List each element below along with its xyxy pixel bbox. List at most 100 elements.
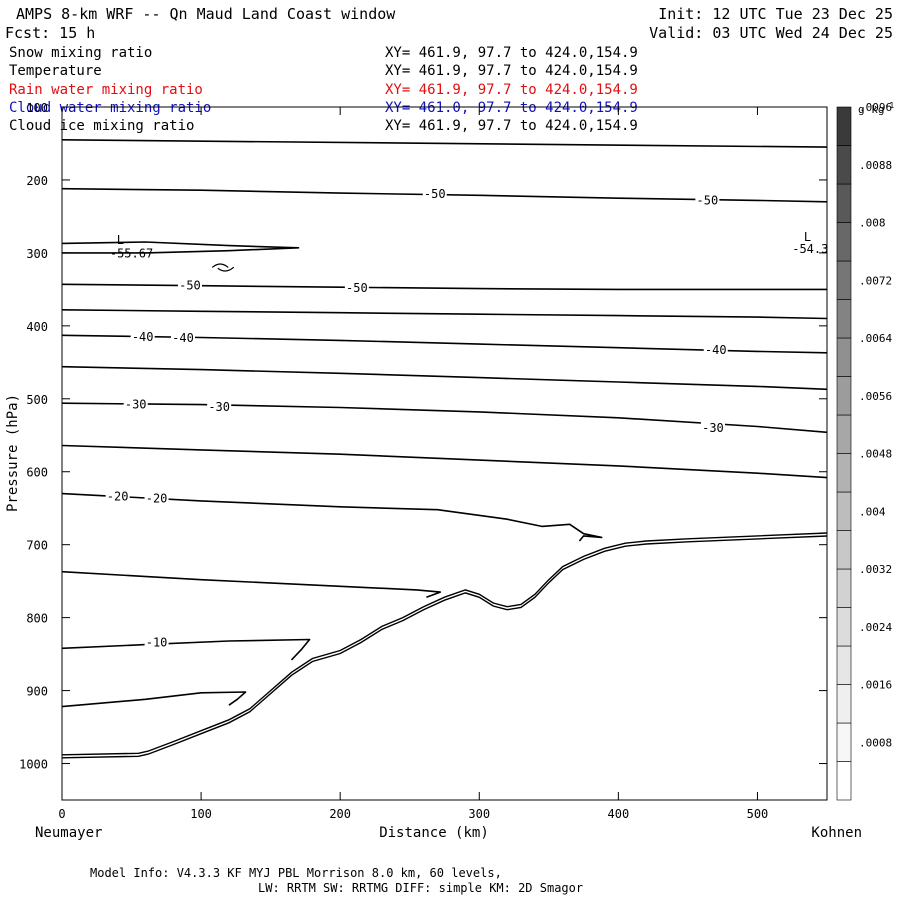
contour-label: -40 — [132, 330, 154, 344]
y-tick-label: 400 — [26, 320, 48, 334]
y-tick-label: 500 — [26, 393, 48, 407]
colorbar-cell — [836, 337, 852, 377]
contour-label-bg — [123, 397, 148, 411]
colorbar-tick-label: .0072 — [859, 274, 892, 287]
min-annotation: L — [804, 230, 811, 244]
y-tick-label: 700 — [26, 539, 48, 553]
y-tick-label: 900 — [26, 685, 48, 699]
colorbar-tick-label: .0024 — [859, 621, 892, 634]
contour-label: -10 — [146, 635, 168, 649]
colorbar-cell — [836, 145, 852, 185]
contour-label: -30 — [702, 421, 724, 435]
field-legend: Snow mixing ratio XY= 461.9, 97.7 to 424… — [9, 45, 638, 134]
contour-label: -30 — [125, 398, 147, 412]
colorbar-cell — [836, 222, 852, 262]
colorbar-cell — [836, 414, 852, 454]
field-rain-name: Rain water mixing ratio — [9, 82, 203, 98]
field-rain-xy: XY= 461.9, 97.7 to 424.0,154.9 — [385, 82, 638, 98]
contour-label-bg — [177, 278, 202, 292]
colorbar-unit-base: g kg — [858, 103, 885, 116]
colorbar-cell — [836, 260, 852, 300]
valid-time: Valid: 03 UTC Wed 24 Dec 25 — [649, 24, 893, 42]
colorbar-cell — [836, 761, 852, 801]
contour-label: -50 — [346, 281, 368, 295]
colorbar-tick-label: .008 — [859, 217, 886, 230]
x-tick-label: 300 — [468, 807, 490, 821]
isotherm-5 — [61, 334, 828, 354]
right-station-label: Kohnen — [811, 825, 862, 841]
isotherm-10 — [61, 570, 442, 598]
circulation-mark — [211, 263, 235, 272]
contour-label: -20 — [146, 492, 168, 506]
contour-label: -40 — [172, 331, 194, 345]
isotherm-2 — [61, 241, 300, 254]
isotherm-7 — [61, 402, 828, 434]
field-cloudwater-name: Cloud water mixing ratio — [9, 100, 211, 116]
contour-label: -40 — [705, 343, 727, 357]
min-annotation: L — [117, 233, 124, 247]
colorbar-cell — [836, 376, 852, 416]
contour-label-bg — [695, 193, 720, 207]
contour-label: -50 — [424, 187, 446, 201]
y-tick-label: 800 — [26, 612, 48, 626]
colorbar-cell — [836, 607, 852, 647]
model-info-line2: LW: RRTM SW: RRTMG DIFF: simple KM: 2D S… — [258, 881, 583, 895]
isotherm-1 — [61, 187, 828, 203]
field-cloudwater-xy: XY= 461.0, 97.7 to 424.0,154.9 — [385, 100, 638, 116]
plot-frame — [61, 106, 828, 801]
contour-label-bg — [144, 491, 169, 505]
field-cloudice-name: Cloud ice mixing ratio — [9, 118, 194, 134]
contour-label-bg — [703, 342, 728, 356]
x-tick-label: 100 — [190, 807, 212, 821]
isotherm-11 — [61, 638, 311, 661]
isotherm-6 — [61, 365, 828, 391]
colorbar-tick-label: .0056 — [859, 390, 892, 403]
colorbar-cell — [836, 491, 852, 531]
colorbar-tick-label: .004 — [859, 505, 886, 518]
contour-label-bg — [105, 489, 130, 503]
y-tick-label: 1000 — [19, 758, 48, 772]
colorbar-tick-label: .0016 — [859, 679, 892, 692]
contour-label: -20 — [107, 490, 129, 504]
y-axis-title: Pressure (hPa) — [5, 394, 21, 512]
colorbar-tick-label: .0096 — [859, 101, 892, 114]
y-tick-label: 200 — [26, 174, 48, 188]
y-tick-label: 300 — [26, 247, 48, 261]
colorbar-unit: g kg-1 — [858, 101, 894, 116]
axis-layer: 0 100 200 300 400 500 100 200 300 400 500 600 700 800… — [19, 101, 827, 821]
contour-label-bg — [171, 331, 196, 345]
isotherm-3 — [61, 283, 827, 291]
colorbar-cell — [836, 530, 852, 570]
y-tick-label: 600 — [26, 466, 48, 480]
left-station-label: Neumayer — [35, 825, 102, 841]
colorbar-tick-label: .0008 — [859, 736, 892, 749]
contour-label: -30 — [208, 400, 230, 414]
field-temperature-xy: XY= 461.9, 97.7 to 424.0,154.9 — [385, 63, 638, 79]
min-annotation: -54.3 — [792, 242, 828, 256]
terrain-line — [61, 532, 828, 756]
colorbar-tick-label: .0064 — [859, 332, 892, 345]
plot-layer: -50 -50 -50 -50 -40 -40 -40 -30 -30 -30 -20 -20 -10 L… — [61, 139, 828, 759]
colorbar-tick-label: .0088 — [859, 159, 892, 172]
colorbar-tick-label: .0048 — [859, 448, 892, 461]
figure-title: AMPS 8-km WRF -- Qn Maud Land Coast wind… — [16, 5, 396, 23]
colorbar-cell — [836, 645, 852, 685]
isotherm-0 — [61, 139, 828, 148]
contour-label-bg — [344, 280, 369, 294]
contour-label-bg — [207, 399, 232, 413]
x-tick-label: 500 — [747, 807, 769, 821]
x-tick-label: 0 — [58, 807, 65, 821]
model-info-line1: Model Info: V4.3.3 KF MYJ PBL Morrison 8… — [90, 866, 502, 880]
contour-label: -50 — [179, 279, 201, 293]
colorbar-cell — [836, 299, 852, 339]
colorbar-tick-label: .0032 — [859, 563, 892, 576]
x-axis-title: Distance (km) — [379, 825, 489, 841]
x-tick-label: 200 — [329, 807, 351, 821]
terrain-surface-line — [61, 535, 828, 759]
field-snow-xy: XY= 461.9, 97.7 to 424.0,154.9 — [385, 45, 638, 61]
colorbar-cell — [836, 722, 852, 762]
isotherm-8 — [61, 444, 828, 479]
init-time: Init: 12 UTC Tue 23 Dec 25 — [658, 5, 893, 23]
